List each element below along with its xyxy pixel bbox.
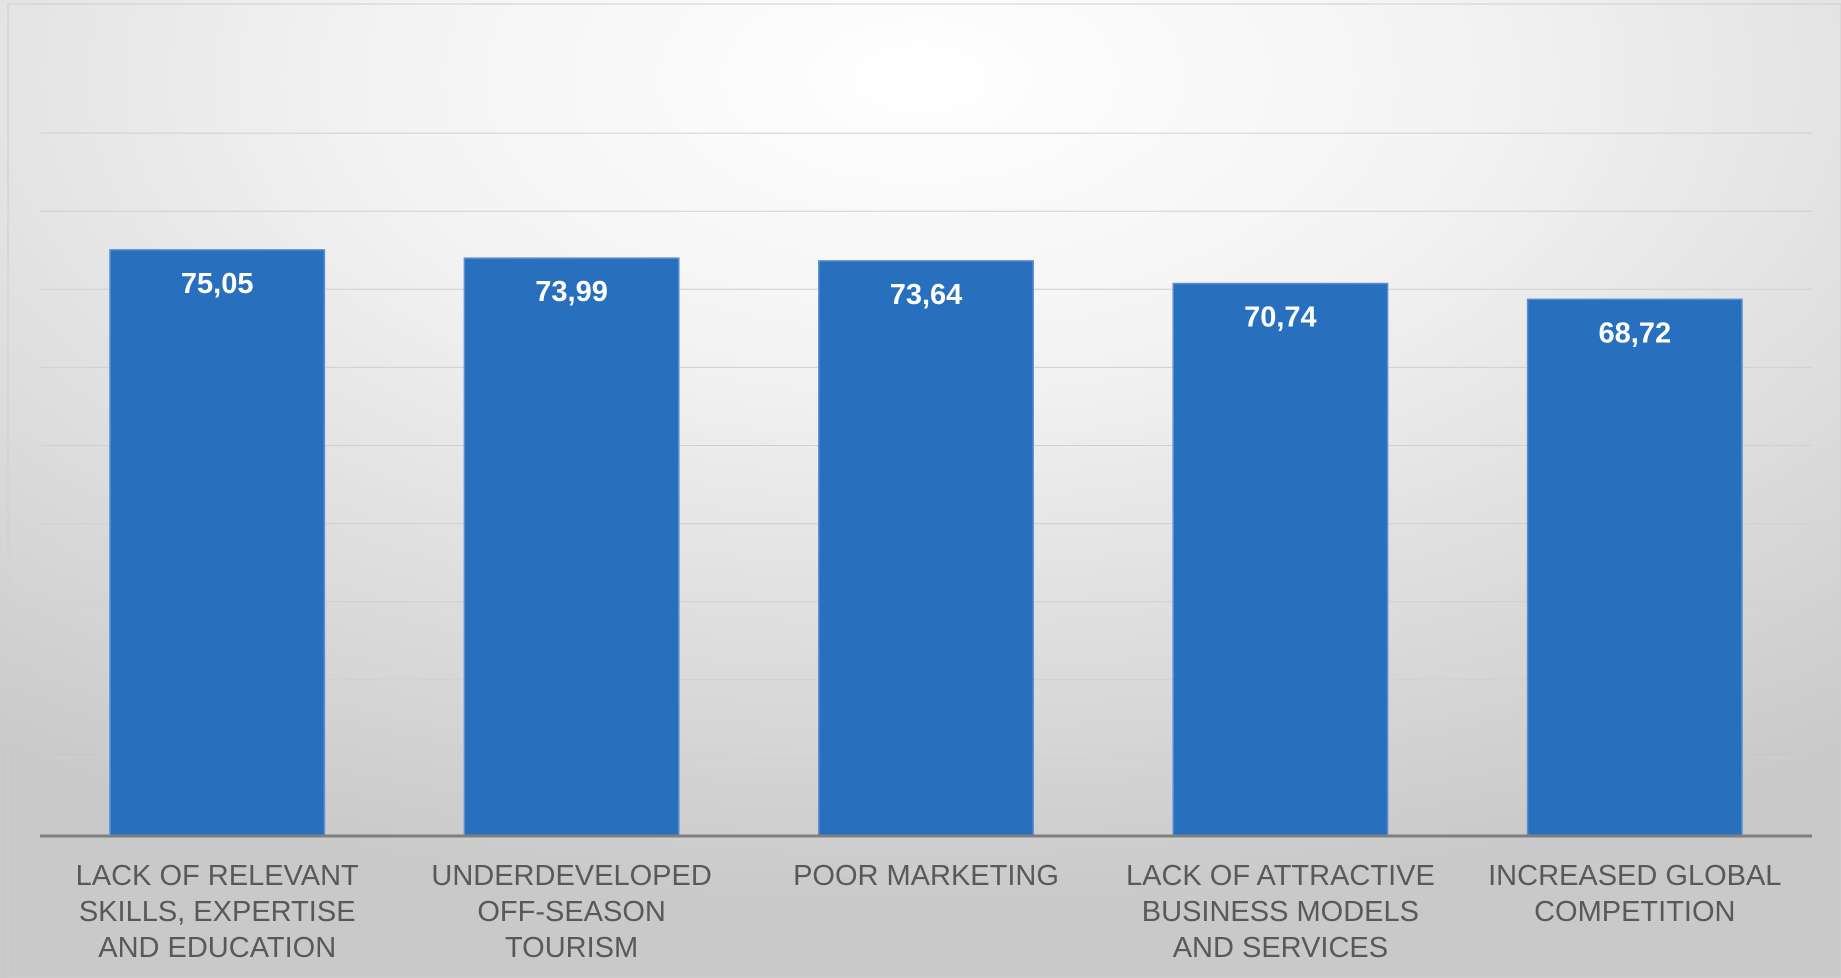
category-label-line: AND SERVICES — [1173, 932, 1388, 964]
bar — [1172, 282, 1389, 837]
category-label-line: BUSINESS MODELS — [1142, 896, 1419, 928]
category-label-line: SKILLS, EXPERTISE — [79, 896, 356, 928]
bar — [1526, 298, 1743, 837]
category-label-line: OFF-SEASON — [477, 896, 666, 928]
bar-value-label: 73,64 — [890, 279, 963, 311]
category-label: LACK OF ATTRACTIVE BUSINESS MODELS AND SER… — [1126, 860, 1435, 964]
bar — [463, 257, 680, 837]
bar-value-label: 68,72 — [1599, 317, 1672, 349]
category-label: POOR MARKETING — [793, 860, 1059, 892]
data-labels: 75,05 73,99 73,64 70,74 68,72 — [181, 268, 1671, 349]
chart-border — [7, 3, 1841, 978]
category-label-line: INCREASED GLOBAL — [1488, 860, 1781, 892]
category-label-line: LACK OF ATTRACTIVE — [1126, 860, 1435, 892]
category-label: LACK OF RELEVANT SKILLS, EXPERTISE AND EDU… — [76, 860, 359, 964]
bar-value-label: 70,74 — [1244, 302, 1317, 334]
category-label-line: POOR MARKETING — [793, 860, 1059, 892]
category-labels: LACK OF RELEVANT SKILLS, EXPERTISE AND EDU… — [76, 860, 1782, 964]
category-label-line: TOURISM — [505, 932, 638, 964]
bars — [109, 249, 1743, 837]
bar-value-label: 75,05 — [181, 268, 254, 300]
bar — [109, 249, 326, 837]
category-label-line: AND EDUCATION — [98, 932, 336, 964]
category-label-line: COMPETITION — [1534, 896, 1735, 928]
bar — [818, 260, 1034, 837]
category-label-line: LACK OF RELEVANT — [76, 860, 359, 892]
category-label: UNDERDEVELOPED OFF-SEASON TOURISM — [431, 860, 711, 964]
category-label-line: UNDERDEVELOPED — [431, 860, 711, 892]
category-label: INCREASED GLOBAL COMPETITION — [1488, 860, 1781, 928]
bar-value-label: 73,99 — [535, 276, 608, 308]
